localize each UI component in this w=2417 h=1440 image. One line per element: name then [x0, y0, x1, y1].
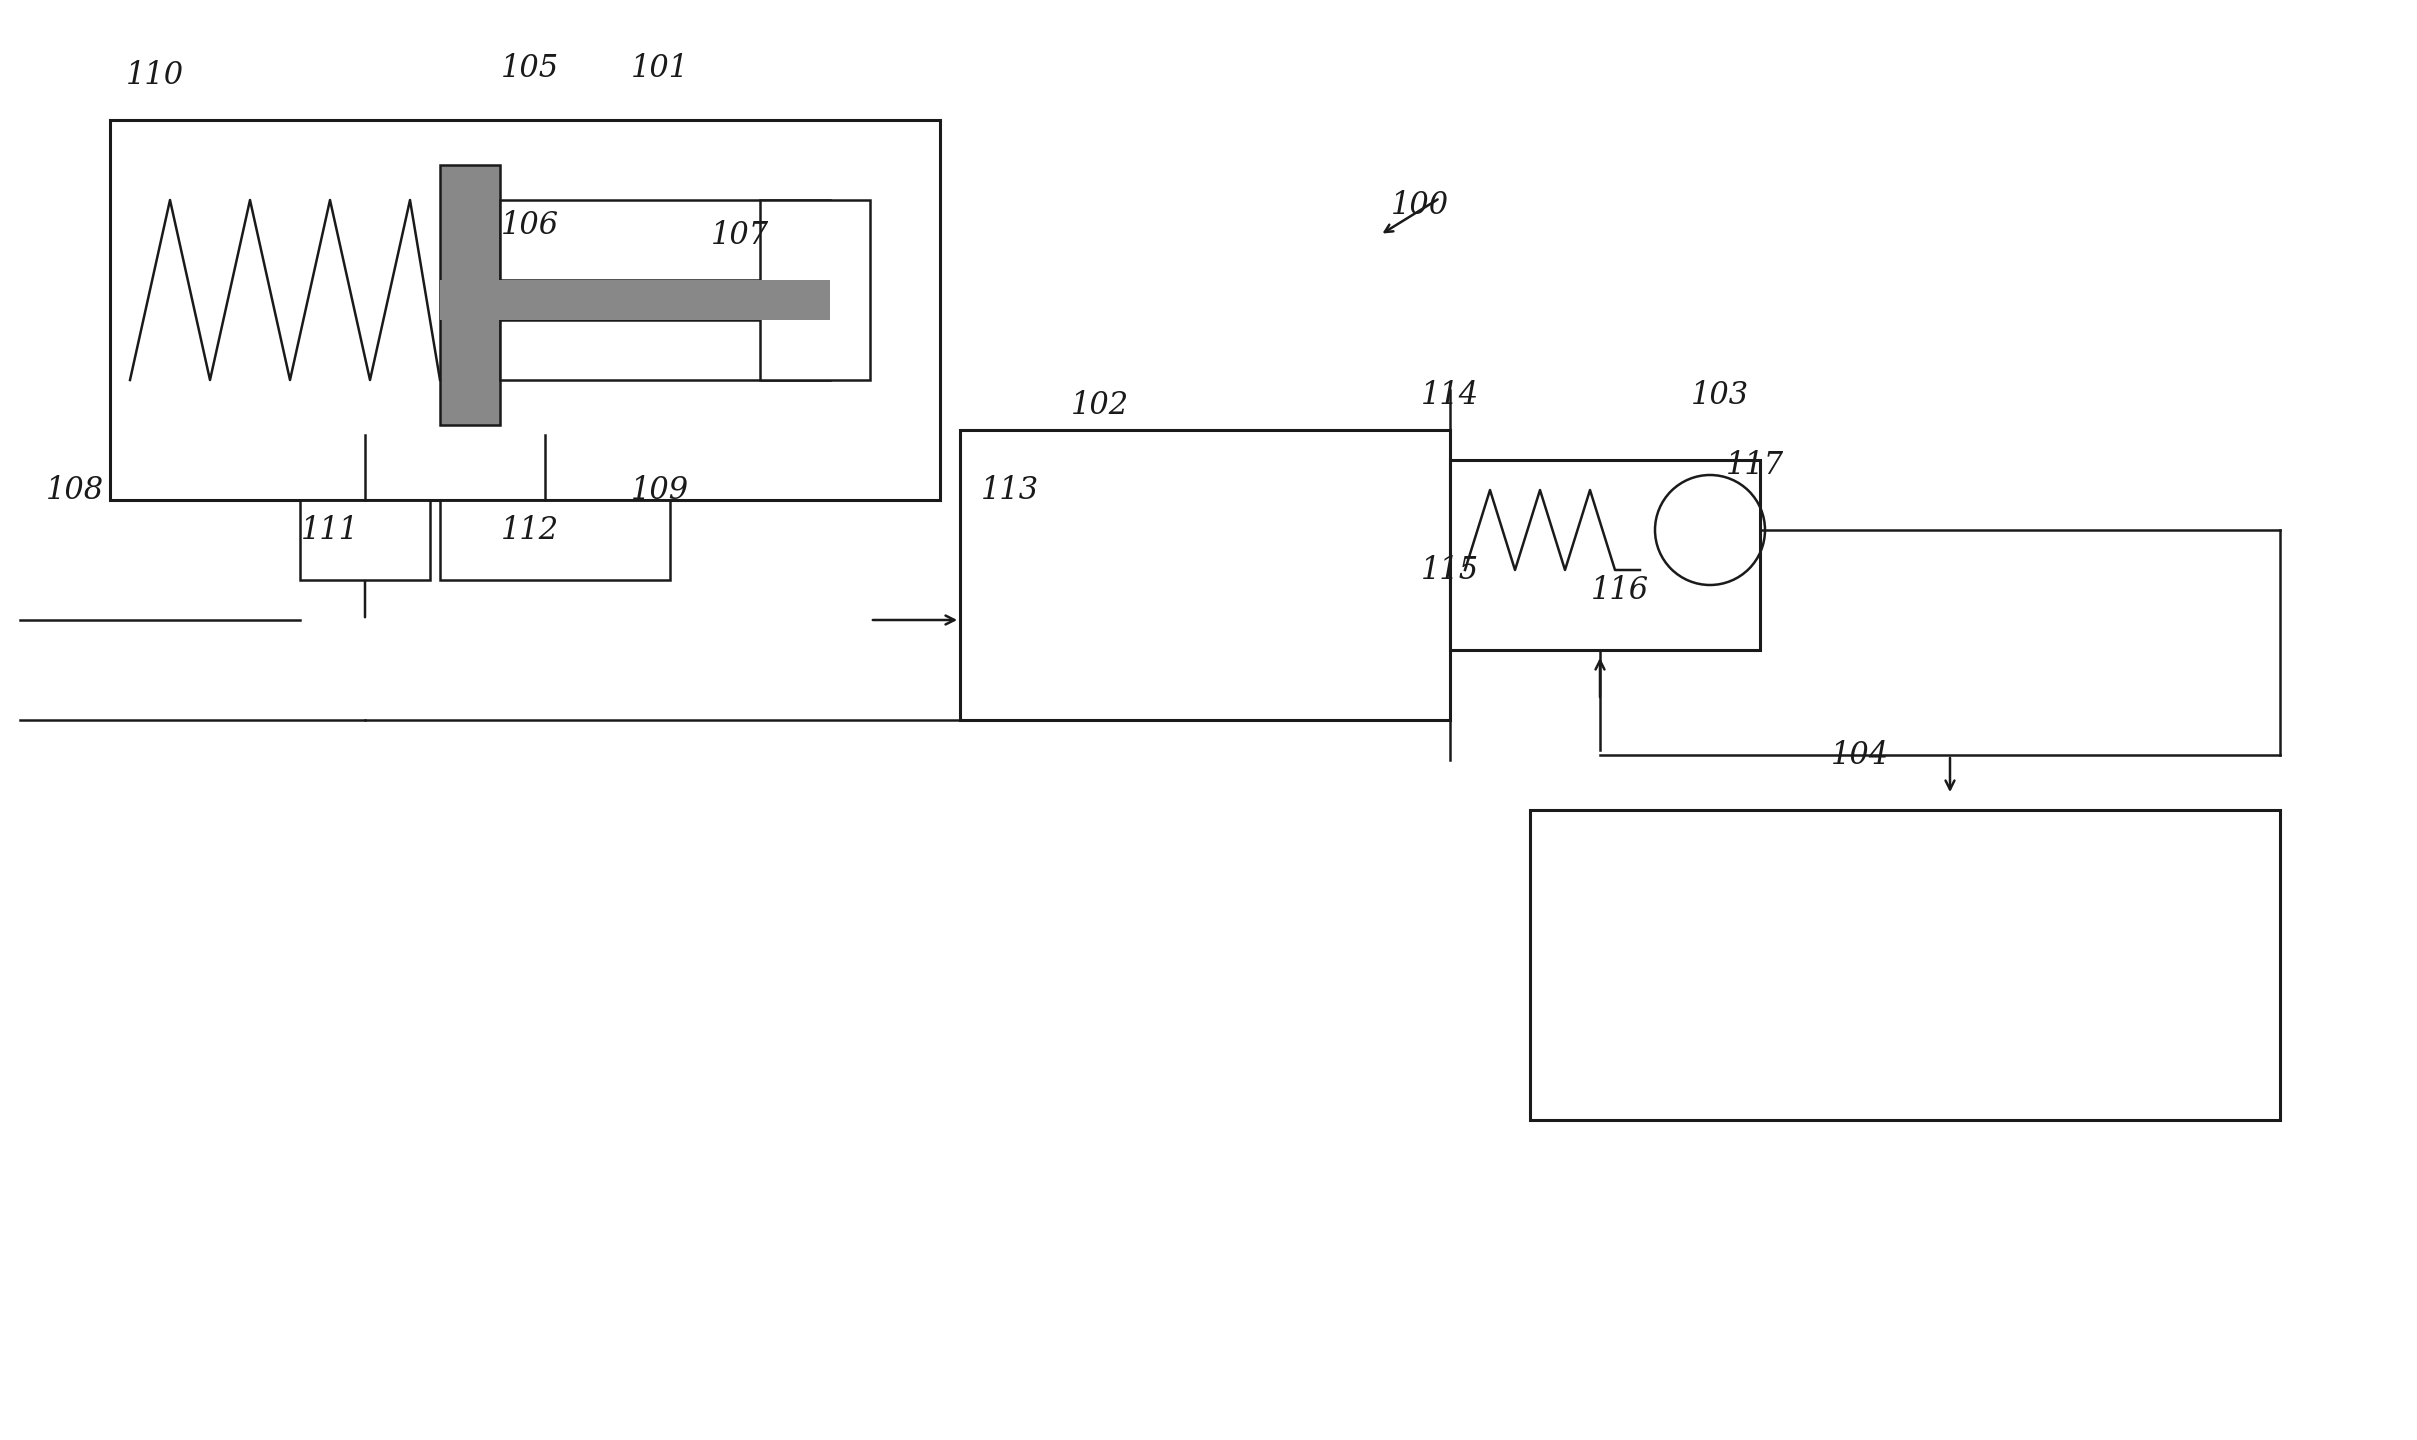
Text: 103: 103: [1692, 380, 1750, 410]
Bar: [111, 120, 940, 500]
Text: 111: 111: [302, 514, 360, 546]
Bar: [1530, 809, 2279, 1120]
Bar: [500, 320, 829, 380]
Text: 115: 115: [1421, 554, 1479, 586]
Text: 114: 114: [1421, 380, 1479, 410]
Text: 107: 107: [711, 219, 769, 251]
Text: 117: 117: [1726, 449, 1784, 481]
Text: 104: 104: [1832, 740, 1890, 770]
Text: 109: 109: [631, 475, 689, 505]
Bar: [440, 279, 500, 320]
Text: 105: 105: [500, 52, 558, 84]
Text: 102: 102: [1071, 389, 1129, 420]
Bar: [1450, 459, 1760, 649]
Text: 108: 108: [46, 475, 104, 505]
Bar: [500, 279, 829, 320]
Bar: [960, 431, 1450, 720]
Text: 106: 106: [500, 209, 558, 240]
Bar: [440, 500, 670, 580]
Bar: [300, 500, 430, 580]
Bar: [500, 200, 829, 279]
Text: 100: 100: [1390, 190, 1450, 220]
Text: 113: 113: [981, 475, 1039, 505]
Text: 101: 101: [631, 52, 689, 84]
Text: 110: 110: [126, 59, 184, 91]
Bar: [440, 166, 500, 425]
Text: 112: 112: [500, 514, 558, 546]
Bar: [759, 200, 870, 380]
Text: 116: 116: [1590, 575, 1648, 605]
